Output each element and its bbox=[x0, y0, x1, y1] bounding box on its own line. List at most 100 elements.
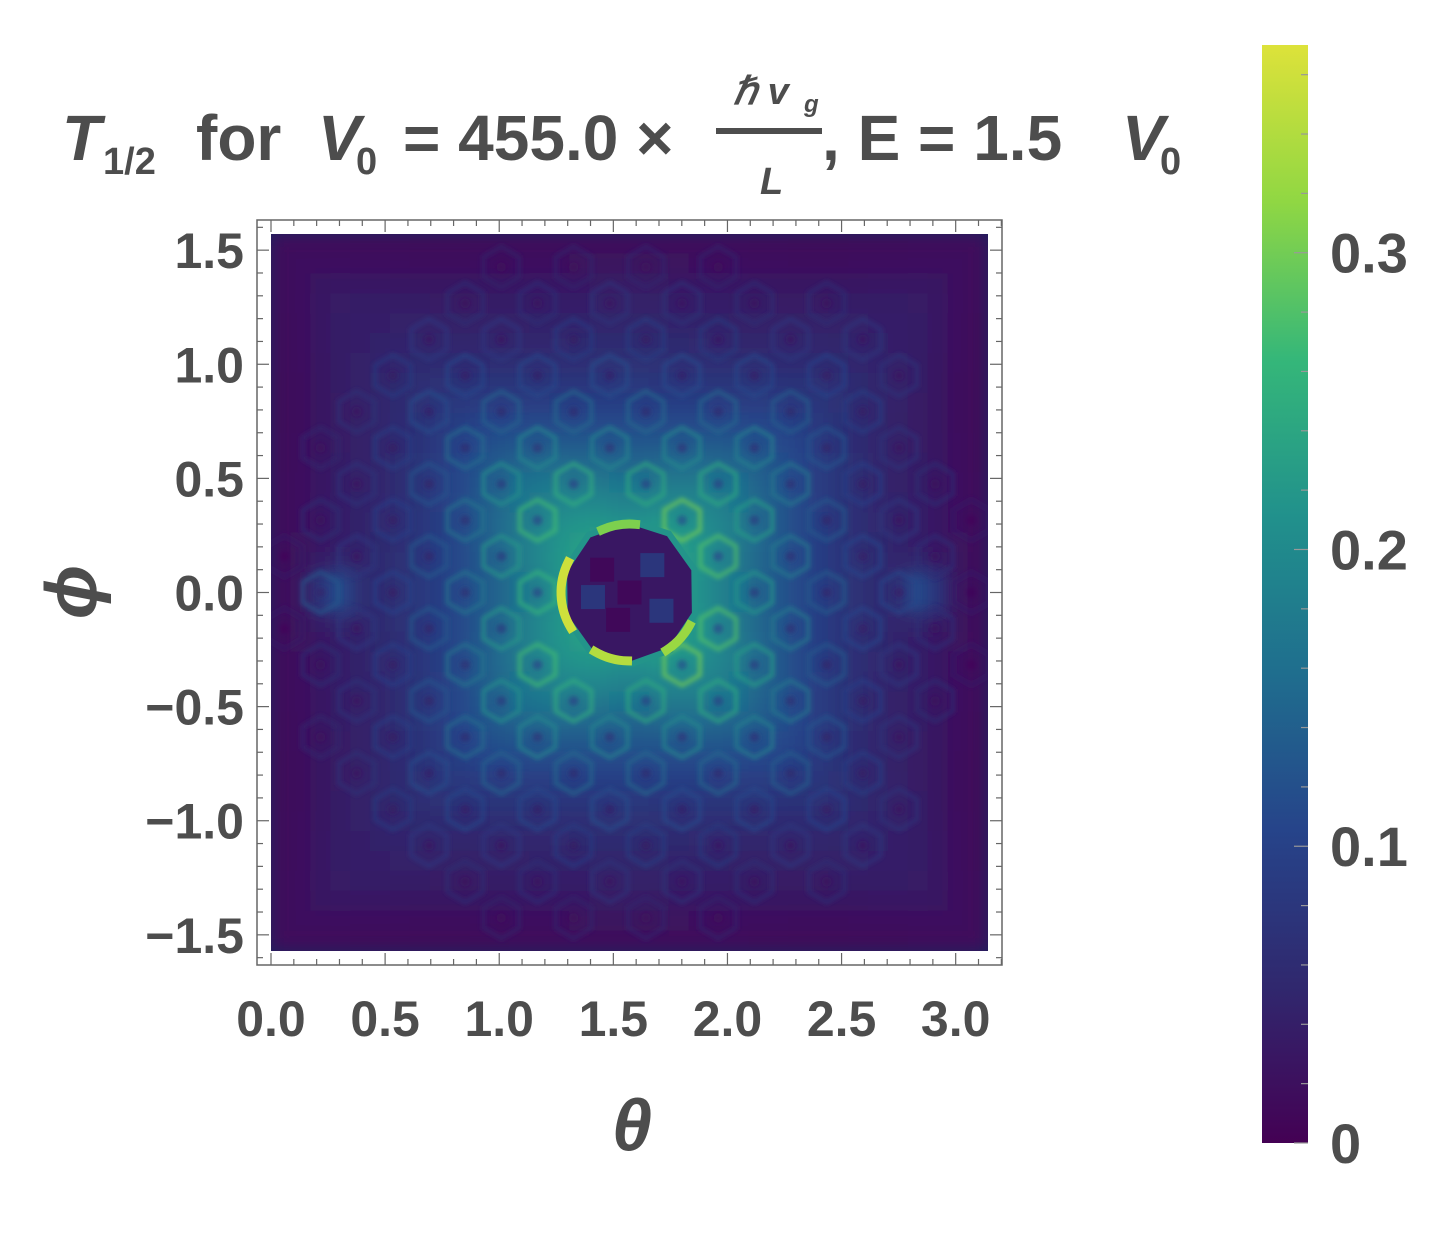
fringe-hexagon bbox=[553, 894, 594, 941]
fringe-dot bbox=[424, 334, 435, 345]
fringe-hexagon bbox=[517, 641, 558, 688]
heatmap-cell bbox=[429, 910, 451, 932]
heatmap-cell bbox=[728, 631, 750, 653]
heatmap-cell bbox=[271, 751, 292, 773]
fringe-hexagon bbox=[626, 461, 666, 507]
heatmap-cell bbox=[509, 452, 531, 474]
colorbar: 0 0.1 0.2 0.3 bbox=[1262, 45, 1408, 1175]
center-ring-bright-arc bbox=[588, 645, 633, 666]
heatmap-cell bbox=[967, 711, 988, 733]
heatmap-cell bbox=[409, 512, 431, 534]
heatmap-cell bbox=[310, 811, 332, 832]
fringe-dot bbox=[677, 732, 688, 743]
heatmap-cell bbox=[967, 253, 988, 275]
heatmap-cell bbox=[271, 791, 292, 813]
heatmap-cell bbox=[887, 611, 909, 633]
title-energy-unit: V bbox=[1122, 102, 1170, 174]
heatmap-cell bbox=[907, 751, 929, 773]
heatmap-cell bbox=[907, 910, 929, 932]
heatmap-cell bbox=[290, 293, 312, 315]
fringe-dot bbox=[713, 840, 724, 851]
heatmap-cell bbox=[489, 890, 511, 912]
fringe-hexagon bbox=[734, 786, 775, 833]
heatmap-cell bbox=[549, 791, 571, 813]
heatmap-cell bbox=[728, 651, 750, 673]
x-tick-label: 1.0 bbox=[464, 991, 534, 1047]
fringe-dot bbox=[387, 370, 398, 381]
heatmap-cell bbox=[907, 412, 929, 434]
heatmap-cell bbox=[609, 771, 630, 793]
heatmap-cell bbox=[708, 273, 730, 295]
heatmap-cell bbox=[848, 432, 869, 454]
fringe-hexagon bbox=[662, 425, 702, 471]
fringe-hexagon bbox=[662, 858, 702, 905]
heatmap-cell bbox=[589, 234, 611, 255]
x-tick-label: 0.5 bbox=[350, 991, 420, 1047]
fringe-dot bbox=[532, 804, 543, 815]
colorbar-tick-label: 0 bbox=[1330, 1112, 1361, 1175]
fringe-hexagon bbox=[734, 858, 775, 905]
heatmap-cell bbox=[648, 372, 670, 394]
heatmap-cell bbox=[310, 452, 332, 474]
heatmap-cell bbox=[271, 671, 292, 693]
heatmap-cell bbox=[848, 651, 869, 673]
heatmap-cell bbox=[609, 492, 630, 514]
title-fraction-numerator-subscript: g bbox=[803, 91, 819, 118]
y-tick-label: 0.5 bbox=[174, 451, 244, 507]
fringe-dot bbox=[713, 551, 724, 562]
heatmap-cell bbox=[549, 631, 571, 653]
fringe-hexagon bbox=[373, 352, 413, 399]
fringe-dot bbox=[496, 623, 507, 634]
heatmap-cell bbox=[629, 870, 650, 892]
fringe-hexagon bbox=[336, 388, 377, 435]
heatmap-cell bbox=[887, 791, 909, 813]
heatmap-cell bbox=[748, 611, 770, 633]
heatmap-cell bbox=[848, 372, 869, 394]
heatmap-cell bbox=[967, 372, 988, 394]
fringe-hexagon bbox=[879, 569, 919, 616]
heatmap-cell bbox=[947, 870, 969, 892]
heatmap-cell bbox=[310, 691, 332, 713]
heatmap-cell bbox=[449, 831, 471, 852]
heatmap-cell bbox=[409, 890, 431, 912]
fringe-hexagon bbox=[806, 858, 847, 905]
heatmap-cell bbox=[310, 392, 332, 414]
heatmap-cell bbox=[549, 532, 571, 554]
fringe-dot bbox=[387, 515, 398, 526]
heatmap-cell bbox=[290, 850, 312, 872]
heatmap-cell bbox=[330, 532, 352, 554]
fringe-dot bbox=[640, 912, 651, 923]
heatmap-cell bbox=[310, 711, 332, 733]
fringe-hexagon bbox=[553, 750, 594, 797]
center-ring-bright-arc bbox=[556, 556, 577, 634]
fringe-hexagon bbox=[300, 641, 341, 688]
heatmap-cell bbox=[489, 392, 511, 414]
fringe-dot bbox=[713, 334, 724, 345]
heatmap-cell bbox=[629, 791, 650, 813]
heatmap-cell bbox=[887, 452, 909, 474]
heatmap-cell bbox=[808, 831, 830, 852]
heatmap-cell bbox=[668, 910, 690, 932]
heatmap-cell bbox=[569, 651, 591, 673]
heatmap-cell bbox=[409, 432, 431, 454]
fringe-dot bbox=[387, 587, 398, 598]
heatmap-cell bbox=[947, 711, 969, 733]
fringe-dot bbox=[785, 551, 796, 562]
heatmap-cell bbox=[887, 273, 909, 295]
heatmap-cell bbox=[967, 930, 988, 951]
heatmap-cell bbox=[907, 273, 929, 295]
heatmap-cell bbox=[728, 432, 750, 454]
fringe-hexagon bbox=[481, 822, 522, 869]
heatmap-cell bbox=[449, 910, 471, 932]
heatmap-cell bbox=[271, 432, 292, 454]
fringe-dot bbox=[713, 479, 724, 490]
heatmap-cell bbox=[390, 870, 411, 892]
heatmap-cell bbox=[290, 631, 312, 653]
heatmap-cell bbox=[390, 910, 411, 932]
fringe-dot bbox=[893, 732, 904, 743]
fringe-hexagon bbox=[517, 569, 558, 616]
heatmap-cell bbox=[947, 512, 969, 534]
fringe-dot bbox=[460, 298, 471, 309]
heatmap-cell bbox=[549, 870, 571, 892]
center-hole-cell bbox=[606, 607, 631, 632]
